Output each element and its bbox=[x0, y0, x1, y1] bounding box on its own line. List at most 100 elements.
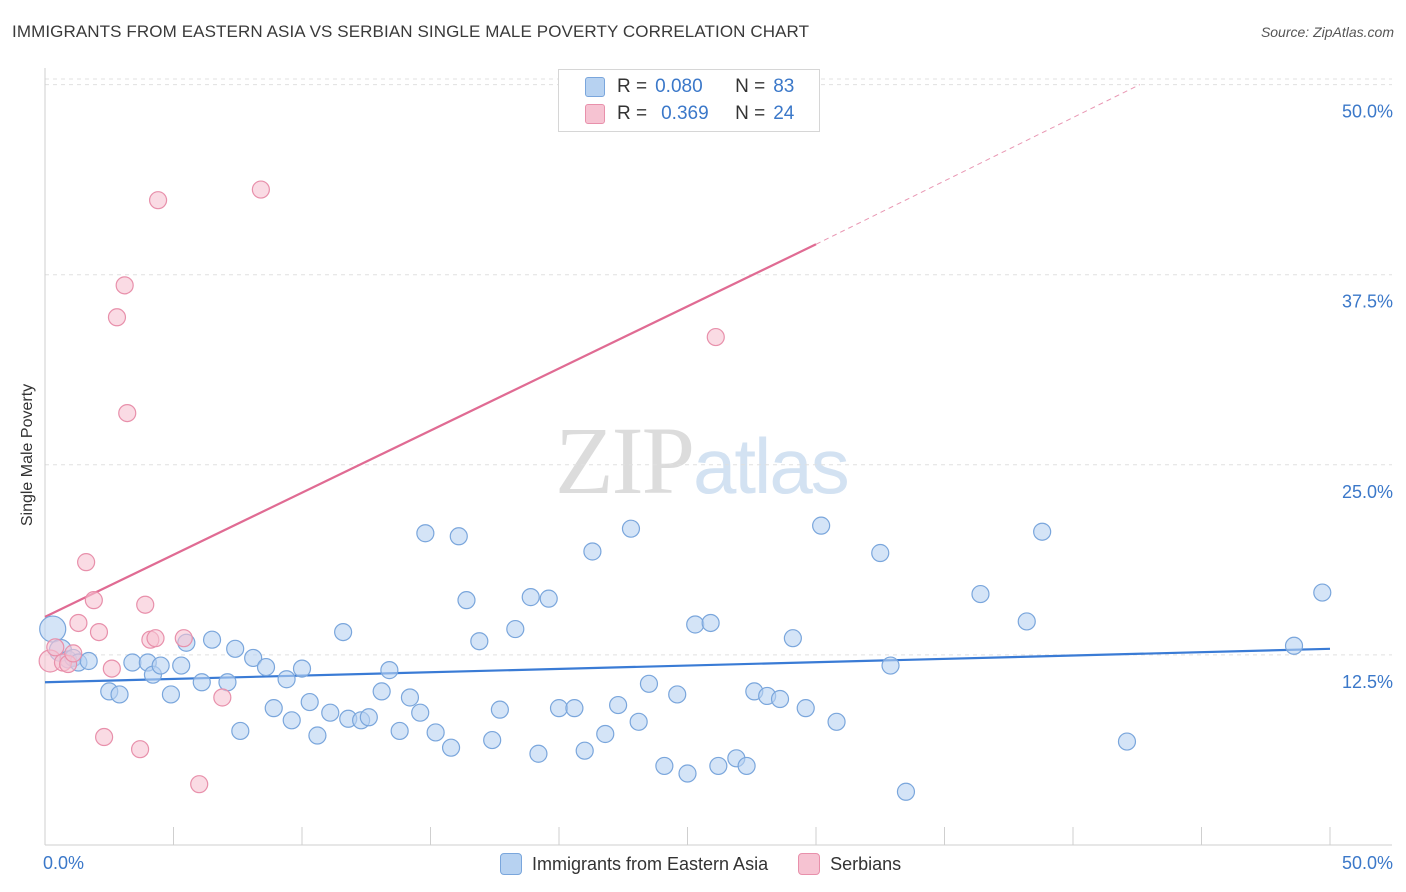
point-serbians bbox=[146, 629, 165, 648]
point-serbians bbox=[148, 191, 168, 210]
point-eastern-asia bbox=[1313, 583, 1332, 602]
point-eastern-asia bbox=[441, 738, 461, 757]
point-eastern-asia bbox=[655, 756, 674, 776]
point-eastern-asia bbox=[971, 584, 990, 604]
stats-row-serbians: R = 0.369 N = 24 bbox=[585, 102, 794, 126]
legend-swatch-eastern-asia bbox=[500, 853, 522, 875]
point-eastern-asia bbox=[380, 661, 399, 680]
point-eastern-asia bbox=[621, 519, 641, 538]
point-eastern-asia bbox=[701, 613, 720, 633]
point-eastern-asia bbox=[161, 685, 181, 704]
point-eastern-asia bbox=[483, 730, 502, 750]
x-tick-label-min: 0.0% bbox=[43, 853, 84, 873]
point-eastern-asia bbox=[411, 703, 430, 722]
x-tick-label-max: 50.0% bbox=[1342, 853, 1393, 873]
point-eastern-asia bbox=[244, 648, 263, 668]
point-eastern-asia bbox=[256, 657, 276, 677]
point-eastern-asia bbox=[881, 656, 900, 675]
watermark-atlas: atlas bbox=[693, 422, 850, 510]
tick-label-layer: 12.5% 25.0% 37.5% 50.0% 0.0% 50.0% bbox=[43, 102, 1393, 873]
r-label: R = bbox=[617, 103, 648, 124]
point-serbians bbox=[107, 308, 127, 327]
point-eastern-asia bbox=[202, 630, 222, 649]
point-eastern-asia bbox=[264, 699, 283, 718]
point-eastern-asia bbox=[629, 712, 648, 731]
trend-line-serbians bbox=[44, 243, 817, 618]
point-eastern-asia bbox=[79, 651, 98, 671]
trend-line-eastern-asia bbox=[44, 647, 1331, 684]
grid-layer bbox=[45, 78, 1392, 656]
point-serbians bbox=[213, 688, 232, 707]
y-tick-label: 12.5% bbox=[1342, 672, 1393, 692]
point-eastern-asia bbox=[490, 700, 509, 719]
point-eastern-asia bbox=[334, 622, 353, 642]
point-eastern-asia bbox=[609, 695, 628, 715]
point-serbians bbox=[64, 644, 83, 663]
point-serbians bbox=[84, 591, 103, 610]
point-eastern-asia bbox=[871, 543, 890, 563]
trend-layer bbox=[44, 84, 1331, 684]
point-serbians bbox=[174, 629, 193, 648]
point-serbians bbox=[95, 727, 114, 747]
point-eastern-asia bbox=[1017, 612, 1036, 631]
point-eastern-asia bbox=[709, 756, 728, 776]
point-eastern-asia bbox=[678, 764, 697, 783]
point-eastern-asia bbox=[470, 632, 489, 651]
chart-title: IMMIGRANTS FROM EASTERN ASIA VS SERBIAN … bbox=[12, 22, 810, 41]
point-eastern-asia bbox=[686, 615, 705, 634]
point-eastern-asia bbox=[596, 724, 615, 744]
swatch-serbians bbox=[585, 104, 605, 124]
point-eastern-asia bbox=[123, 653, 142, 672]
r-value: 0.080 bbox=[655, 76, 703, 97]
point-eastern-asia bbox=[300, 692, 319, 712]
point-eastern-asia bbox=[529, 744, 548, 763]
r-label: R = bbox=[617, 76, 648, 97]
point-eastern-asia bbox=[575, 741, 594, 760]
source-credit: Source: ZipAtlas.com bbox=[1260, 24, 1394, 40]
stats-legend: R = 0.080 N = 83 R = 0.369 N = 24 bbox=[558, 69, 820, 132]
point-eastern-asia bbox=[321, 703, 340, 722]
point-serbians bbox=[102, 659, 121, 678]
point-serbians bbox=[89, 622, 109, 642]
point-eastern-asia bbox=[292, 659, 312, 678]
point-eastern-asia bbox=[737, 756, 756, 776]
n-label: N = bbox=[735, 103, 766, 124]
point-eastern-asia bbox=[416, 524, 435, 543]
point-eastern-asia bbox=[521, 588, 540, 607]
point-eastern-asia bbox=[796, 699, 815, 718]
swatch-eastern-asia bbox=[585, 77, 605, 97]
point-eastern-asia bbox=[1033, 522, 1052, 541]
point-serbians bbox=[115, 276, 134, 295]
point-serbians bbox=[130, 740, 150, 759]
point-eastern-asia bbox=[277, 670, 296, 689]
point-eastern-asia bbox=[308, 726, 327, 745]
y-tick-label: 37.5% bbox=[1342, 292, 1393, 312]
r-value: 0.369 bbox=[661, 103, 709, 124]
trend-line-serbians-extended bbox=[815, 84, 1141, 245]
point-eastern-asia bbox=[1284, 636, 1304, 655]
point-serbians bbox=[77, 553, 96, 572]
point-serbians bbox=[69, 613, 88, 633]
watermark: ZIPatlas bbox=[555, 405, 850, 516]
point-eastern-asia bbox=[770, 689, 790, 709]
point-eastern-asia bbox=[1117, 732, 1137, 751]
series-legend: Immigrants from Eastern Asia Serbians bbox=[500, 851, 931, 877]
point-eastern-asia bbox=[151, 656, 170, 675]
point-eastern-asia bbox=[359, 708, 378, 727]
point-serbians bbox=[118, 403, 137, 423]
point-eastern-asia bbox=[565, 699, 584, 718]
point-eastern-asia bbox=[449, 527, 468, 546]
point-eastern-asia bbox=[110, 685, 129, 704]
point-eastern-asia bbox=[426, 723, 445, 742]
point-eastern-asia bbox=[783, 629, 802, 648]
point-eastern-asia bbox=[827, 712, 846, 731]
point-serbians bbox=[706, 327, 725, 347]
point-eastern-asia bbox=[218, 673, 237, 692]
point-serbians bbox=[46, 638, 65, 657]
point-eastern-asia bbox=[539, 589, 558, 608]
legend-label-serbians: Serbians bbox=[830, 853, 902, 874]
axis-layer bbox=[44, 68, 1392, 846]
n-value: 83 bbox=[773, 76, 795, 97]
watermark-zip: ZIP bbox=[555, 407, 695, 514]
